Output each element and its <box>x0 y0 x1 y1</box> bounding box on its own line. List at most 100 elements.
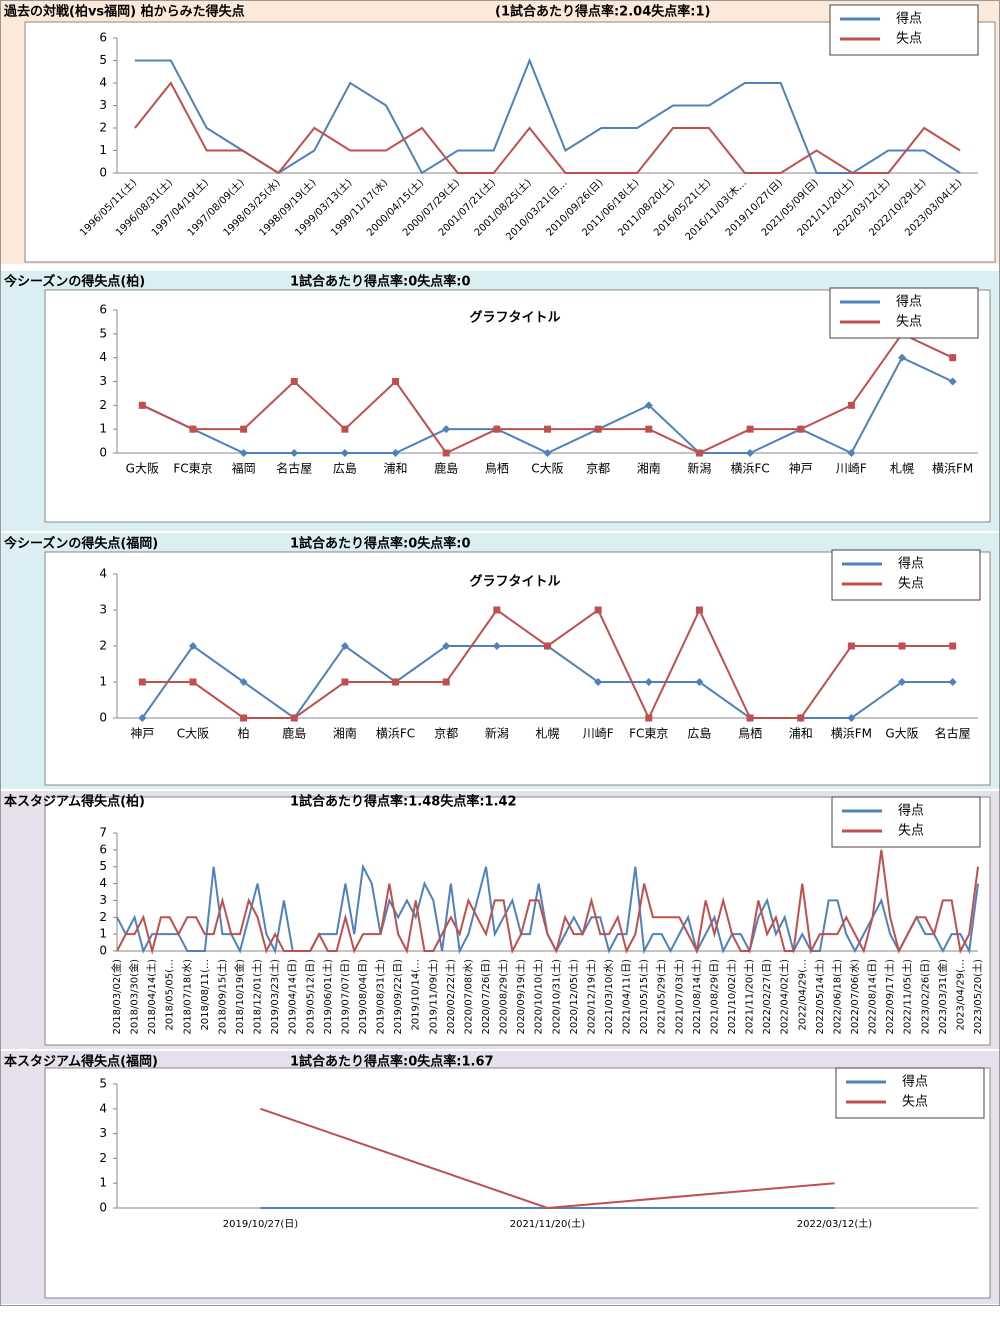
x-tick-label: 浦和 <box>789 727 813 741</box>
series-line <box>134 81 961 175</box>
x-tick-label: 2023/03/31(金) <box>936 959 949 1035</box>
marker <box>442 678 450 686</box>
x-tick-label: 2021/03/10(水) <box>603 959 615 1035</box>
marker <box>695 606 703 614</box>
x-tick-label: 2021/08/14(土) <box>690 959 703 1035</box>
x-tick-label: 2023/05/20(土) <box>971 959 984 1035</box>
series-line <box>116 849 979 955</box>
y-tick-label: 3 <box>99 1126 107 1140</box>
x-tick-label: 名古屋 <box>935 726 971 741</box>
marker <box>189 678 197 686</box>
y-tick-label: 1 <box>99 143 107 157</box>
x-tick-label: 鳥栖 <box>485 461 509 476</box>
x-tick-label: C大阪 <box>177 727 209 741</box>
x-tick-label: 2022/09/17(土) <box>883 959 896 1035</box>
marker <box>746 714 754 722</box>
marker <box>493 606 501 614</box>
x-tick-label: 2020/07/26(日) <box>481 959 492 1035</box>
subheading: 1試合あたり得点率:0失点率:0 <box>290 274 471 290</box>
x-tick-label: 神戸 <box>130 727 154 741</box>
legend <box>831 549 981 601</box>
x-tick-label: 2020/09/19(土) <box>514 959 527 1035</box>
x-tick-label: FC東京 <box>173 462 212 476</box>
x-tick-label: 2023/02/26(日) <box>920 959 931 1035</box>
x-tick-label: 広島 <box>333 461 357 476</box>
subheading: (1試合あたり得点率:2.04失点率:1) <box>495 4 710 20</box>
x-tick-label: G大阪 <box>885 727 918 741</box>
y-tick-label: 3 <box>99 893 107 907</box>
marker <box>492 642 501 650</box>
marker <box>188 642 197 650</box>
x-tick-label: 2021/05/29(土) <box>655 959 668 1035</box>
series-line <box>260 1107 835 1210</box>
y-tick-label: 3 <box>99 98 107 112</box>
x-tick-label: 2022/06/18(土) <box>830 959 843 1035</box>
x-tick-label: 2022/03/12(土) <box>797 1217 873 1230</box>
marker <box>746 449 755 457</box>
legend-label: 失点 <box>898 577 924 592</box>
marker <box>392 378 400 385</box>
y-tick-label: 0 <box>99 166 107 180</box>
x-tick-label: 2019/05/12(日) <box>305 959 316 1035</box>
x-tick-label: 2022/08/14(日) <box>868 959 879 1035</box>
x-tick-label: 2020/12/19(土) <box>584 959 597 1035</box>
x-tick-label: 2021/05/15(土) <box>637 959 650 1035</box>
marker <box>847 642 855 650</box>
legend <box>831 796 981 848</box>
marker <box>847 714 856 722</box>
marker <box>189 425 197 433</box>
x-tick-label: 2018/05/05(… <box>165 959 176 1031</box>
x-tick-label: 2019/08/04(日) <box>358 959 369 1035</box>
y-tick-label: 3 <box>99 374 107 388</box>
y-tick-label: 2 <box>99 121 107 135</box>
y-tick-label: 0 <box>99 1201 107 1215</box>
y-tick-label: 5 <box>99 53 107 67</box>
x-tick-label: 2018/09/15(土) <box>215 959 228 1035</box>
x-tick-label: 2022/11/05(土) <box>901 959 914 1035</box>
y-tick-label: 7 <box>99 826 107 840</box>
x-tick-label: 京都 <box>586 462 610 476</box>
legend <box>835 1067 985 1119</box>
y-tick-label: 4 <box>99 1101 107 1115</box>
marker <box>239 449 248 457</box>
marker <box>290 449 299 457</box>
y-tick-label: 6 <box>99 303 107 317</box>
x-tick-label: 札幌 <box>535 726 559 741</box>
marker <box>898 642 906 650</box>
y-tick-label: 2 <box>99 910 107 924</box>
chart-title: グラフタイトル <box>469 574 560 590</box>
x-tick-label: C大阪 <box>531 462 563 476</box>
marker <box>645 425 653 433</box>
x-tick-label: 2018/08/11(… <box>200 959 211 1031</box>
marker <box>138 678 146 686</box>
marker <box>949 642 957 650</box>
legend <box>829 4 979 56</box>
marker <box>949 354 957 362</box>
legend-label: 得点 <box>898 556 924 572</box>
marker <box>594 606 602 614</box>
x-tick-label: 広島 <box>687 726 711 741</box>
y-tick-label: 3 <box>99 603 107 617</box>
subheading: 1試合あたり得点率:1.48失点率:1.42 <box>290 794 517 810</box>
x-tick-label: 鹿島 <box>282 726 306 741</box>
marker <box>948 678 957 686</box>
marker <box>544 642 551 650</box>
subheading: 1試合あたり得点率:0失点率:0 <box>290 536 471 552</box>
x-tick-label: 浦和 <box>384 462 408 476</box>
x-tick-label: 2019/08/31(土) <box>374 959 387 1035</box>
y-tick-label: 1 <box>99 1176 107 1190</box>
marker <box>290 714 298 722</box>
marker <box>543 449 552 457</box>
y-tick-label: 0 <box>99 944 107 958</box>
x-tick-label: G大阪 <box>126 462 159 476</box>
x-tick-label: 横浜FC <box>376 727 415 741</box>
y-tick-label: 6 <box>99 842 107 856</box>
x-tick-label: 2018/04/14(土) <box>145 959 158 1035</box>
x-tick-label: 2018/07/18(水) <box>181 959 193 1035</box>
y-tick-label: 4 <box>99 76 107 90</box>
marker <box>645 714 653 722</box>
x-tick-label: FC東京 <box>629 727 668 741</box>
marker <box>341 678 349 686</box>
marker <box>391 449 400 457</box>
y-tick-label: 2 <box>99 1151 107 1165</box>
